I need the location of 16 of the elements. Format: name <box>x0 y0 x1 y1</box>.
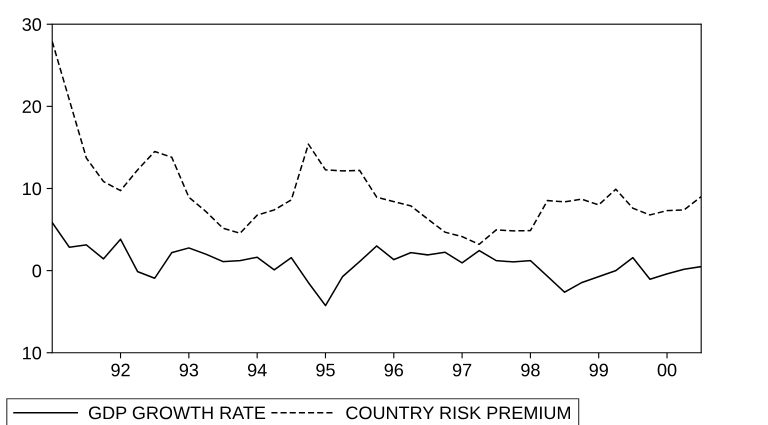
x-tick-label: 94 <box>248 364 267 376</box>
x-tick-label: 96 <box>384 364 404 376</box>
x-tick-label: 99 <box>590 364 608 376</box>
y-tick-label: 10 <box>23 182 42 196</box>
legend-label: GDP GROWTH RATE <box>88 406 266 420</box>
y-tick-label: 0 <box>32 264 42 278</box>
x-tick-label: 92 <box>111 364 130 376</box>
x-tick-label: 00 <box>658 364 676 376</box>
y-tick-label: 30 <box>22 18 42 31</box>
legend-label: COUNTRY RISK PREMIUM <box>346 406 570 420</box>
x-tick-label: 97 <box>452 364 472 376</box>
x-tick-label: 98 <box>521 364 540 376</box>
y-tick-label: 10 <box>23 346 42 360</box>
x-tick-label: 93 <box>180 364 198 376</box>
y-tick-label: 20 <box>22 100 42 114</box>
x-tick-label: 95 <box>316 364 335 376</box>
